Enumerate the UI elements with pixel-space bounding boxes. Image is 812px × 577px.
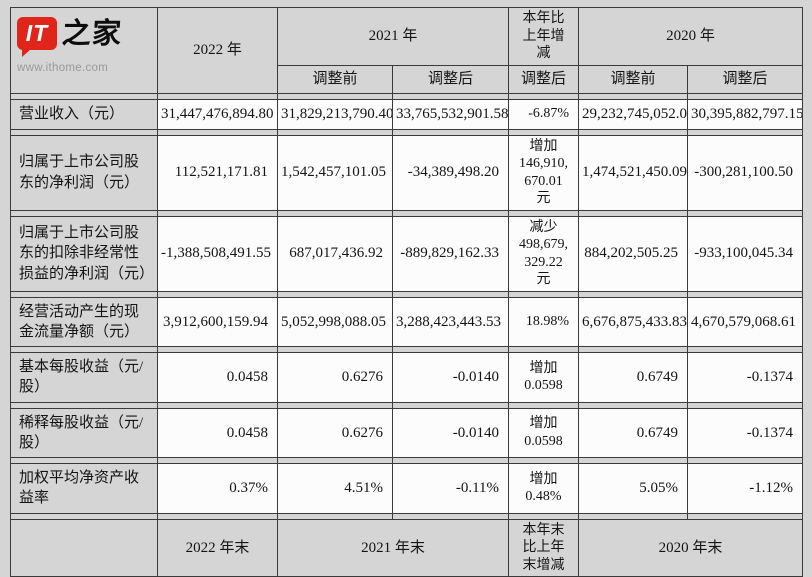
footer-empty-cell [10,518,158,577]
header-2020-adj-after: 调整后 [687,64,804,94]
row-label: 稀释每股收益（元/股） [10,407,158,458]
ithome-logo-name: 之家 [60,16,124,50]
table-row-diluted-eps: 稀释每股收益（元/股） 0.0458 0.6276 -0.0140 增加 0.0… [10,407,804,458]
row-label: 加权平均净资产收益率 [10,463,158,514]
header-row-adjust: 调整前 调整后 调整后 调整前 调整后 [11,64,804,94]
cell-2021-before: 4.51% [277,463,393,514]
spacer-row [10,401,804,409]
cell-yoy-change: 减少 498,679, 329.22 元 [508,215,580,292]
row-label: 经营活动产生的现金流量净额（元） [10,296,158,347]
cell-2021-after: -0.0140 [391,407,510,458]
row-label: 营业收入（元） [10,98,158,130]
table-row-cash-flow: 经营活动产生的现金流量净额（元） 3,912,600,159.94 5,052,… [10,296,804,347]
header-2021-adj-before: 调整前 [277,64,393,94]
cell-2022: 0.0458 [157,352,278,403]
row-label: 基本每股收益（元/股） [10,352,158,403]
cell-2020-after: -0.1374 [687,407,804,458]
ithome-logo-icon: IT [17,17,57,58]
header-2020: 2020 年 [578,7,804,66]
footer-yoy-end-change: 本年末 比上年 末增减 [508,518,580,577]
footer-2021-end: 2021 年末 [276,518,510,577]
cell-2021-after: -889,829,162.33 [391,215,510,292]
cell-yoy-change: 增加 0.0598 [508,352,580,403]
cell-2020-before: 1,474,521,450.09 [578,134,689,211]
cell-2020-before: 29,232,745,052.03 [578,98,689,130]
header-2021-adj-after: 调整后 [391,64,510,94]
cell-2021-after: -0.0140 [391,352,510,403]
table-row-basic-eps: 基本每股收益（元/股） 0.0458 0.6276 -0.0140 增加 0.0… [10,352,804,403]
header-2022: 2022 年 [157,7,278,94]
footer-row-period-end: 2022 年末 2021 年末 本年末 比上年 末增减 2020 年末 [10,518,804,577]
cell-2020-before: 6,676,875,433.83 [578,296,689,347]
table-row-net-profit: 归属于上市公司股东的净利润（元） 112,521,171.81 1,542,45… [10,134,804,211]
cell-2020-after: 30,395,882,797.15 [687,98,804,130]
financial-summary-table: IT 之家 www.ithome.com 2022 年 2021 年 本年比 上… [10,7,804,577]
cell-2021-before: 687,017,436.92 [277,215,393,292]
cell-2020-before: 884,202,505.25 [578,215,689,292]
cell-2021-after: -34,389,498.20 [391,134,510,211]
cell-2020-after: -0.1374 [687,352,804,403]
table-row-deducted-net-profit: 归属于上市公司股东的扣除非经常性损益的净利润（元） -1,388,508,491… [10,215,804,292]
cell-2020-before: 0.6749 [578,352,689,403]
cell-2022: -1,388,508,491.55 [157,215,278,292]
footer-2020-end: 2020 年末 [578,518,804,577]
footer-2022-end: 2022 年末 [157,518,278,577]
header-2020-adj-before: 调整前 [578,64,689,94]
cell-2020-after: 4,670,579,068.61 [687,296,804,347]
ithome-url: www.ithome.com [17,62,109,75]
cell-2021-after: -0.11% [391,463,510,514]
cell-2022: 0.37% [157,463,278,514]
cell-2021-after: 33,765,532,901.58 [391,98,510,130]
spacer-row [10,457,804,464]
cell-2021-after: 3,288,423,443.53 [391,296,510,347]
cell-2020-before: 5.05% [578,463,689,514]
cell-2020-after: -1.12% [687,463,804,514]
cell-2021-before: 0.6276 [277,352,393,403]
cell-yoy-change: 增加 146,910, 670.01 元 [508,134,580,211]
table-row-weighted-roe: 加权平均净资产收益率 0.37% 4.51% -0.11% 增加 0.48% 5… [10,463,804,514]
cell-2021-before: 1,542,457,101.05 [277,134,393,211]
cell-yoy-change: 增加 0.0598 [508,407,580,458]
cell-2021-before: 31,829,213,790.40 [277,98,393,130]
cell-2020-after: -300,281,100.50 [687,134,804,211]
header-row-years: IT 之家 www.ithome.com 2022 年 2021 年 本年比 上… [10,7,804,94]
cell-2020-before: 0.6749 [578,407,689,458]
header-2021: 2021 年 [276,7,510,66]
cell-2022: 31,447,476,894.80 [157,98,278,130]
row-label: 归属于上市公司股东的扣除非经常性损益的净利润（元） [10,215,158,292]
cell-2022: 3,912,600,159.94 [157,296,278,347]
cell-2022: 0.0458 [157,407,278,458]
row-label: 归属于上市公司股东的净利润（元） [10,134,158,211]
cell-yoy-change: 18.98% [508,296,580,347]
cell-2021-before: 0.6276 [277,407,393,458]
cell-2022: 112,521,171.81 [157,134,278,211]
spacer-row [10,346,804,353]
spacer-row [10,290,804,298]
table-row-revenue: 营业收入（元） 31,447,476,894.80 31,829,213,790… [10,98,804,130]
header-yoy-change: 本年比 上年增 减 [508,7,580,66]
cell-2020-after: -933,100,045.34 [687,215,804,292]
cell-yoy-change: 增加 0.48% [508,463,580,514]
ithome-logo: IT 之家 [17,14,151,58]
logo-cell: IT 之家 www.ithome.com [10,7,158,94]
header-yoy-adj-after: 调整后 [508,64,580,94]
cell-yoy-change: -6.87% [508,98,580,130]
cell-2021-before: 5,052,998,088.05 [277,296,393,347]
